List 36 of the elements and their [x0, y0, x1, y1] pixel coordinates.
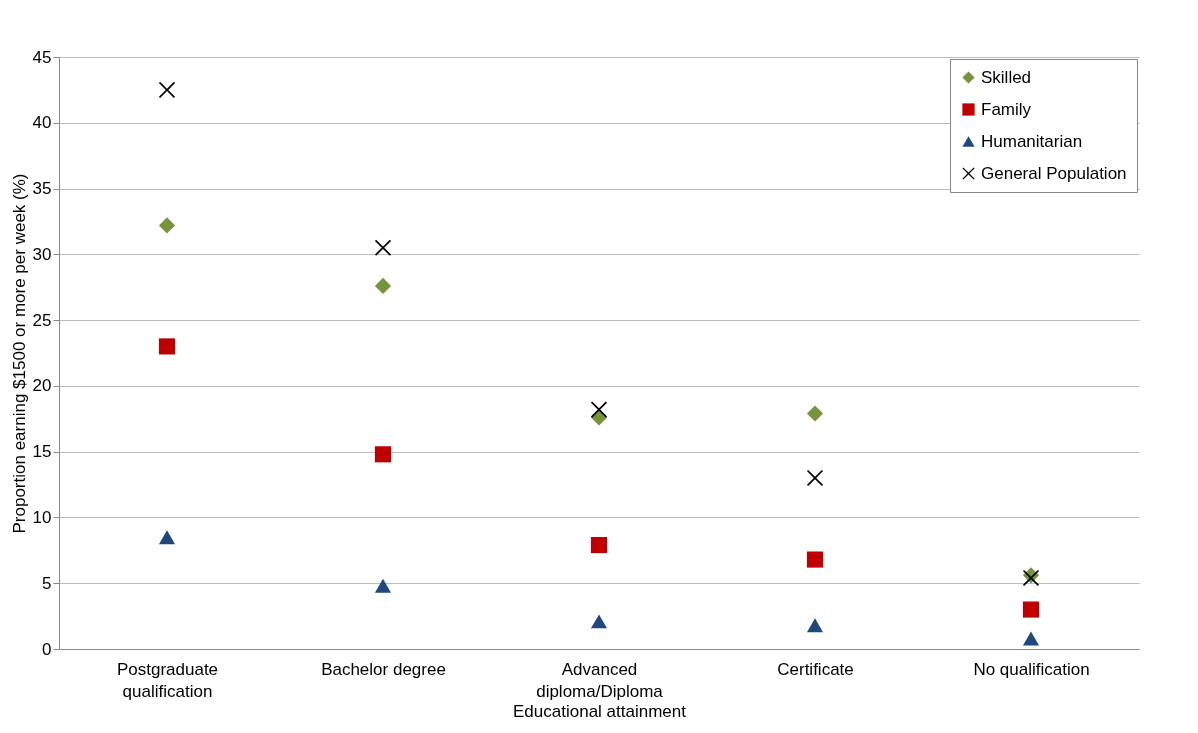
- legend-label: Family: [981, 99, 1032, 119]
- y-tick-label: 15: [32, 442, 52, 462]
- x-axis-title: Educational attainment: [513, 701, 687, 721]
- legend-label: General Population: [981, 163, 1127, 183]
- point: [158, 530, 176, 545]
- x-tick-label: Postgraduate qualification: [116, 659, 219, 701]
- point: [374, 446, 392, 463]
- legend-label: Skilled: [981, 67, 1032, 87]
- y-tick-label: 5: [42, 573, 52, 593]
- y-tick-label: 10: [32, 507, 52, 527]
- point: [806, 551, 824, 568]
- x-tick-label: No qualification: [973, 659, 1090, 679]
- y-tick-label: 25: [32, 310, 52, 330]
- point: [1022, 601, 1040, 618]
- y-tick-label: 35: [32, 179, 52, 199]
- point: [590, 537, 608, 554]
- y-tick-label: 20: [32, 376, 52, 396]
- point: [590, 614, 608, 629]
- point: [806, 618, 824, 633]
- x-tick-label: Advanced diploma/Diploma: [536, 659, 664, 701]
- point: [806, 469, 824, 487]
- y-tick-label: 45: [32, 47, 52, 67]
- y-tick-label: 40: [32, 113, 52, 133]
- point: [158, 217, 176, 234]
- y-tick-label: 30: [32, 244, 52, 264]
- point: [1022, 631, 1040, 646]
- legend-label: Humanitarian: [981, 131, 1083, 151]
- point: [158, 81, 176, 98]
- point: [806, 405, 824, 422]
- point: [374, 277, 392, 294]
- y-tick-label: 0: [42, 639, 52, 659]
- y-axis-title: Proportion earning $1500 or more per week (%): [9, 173, 29, 534]
- x-tick-label: Certificate: [777, 659, 854, 679]
- x-tick-label: Bachelor degree: [321, 659, 446, 679]
- point: [158, 338, 176, 355]
- point: [374, 578, 392, 593]
